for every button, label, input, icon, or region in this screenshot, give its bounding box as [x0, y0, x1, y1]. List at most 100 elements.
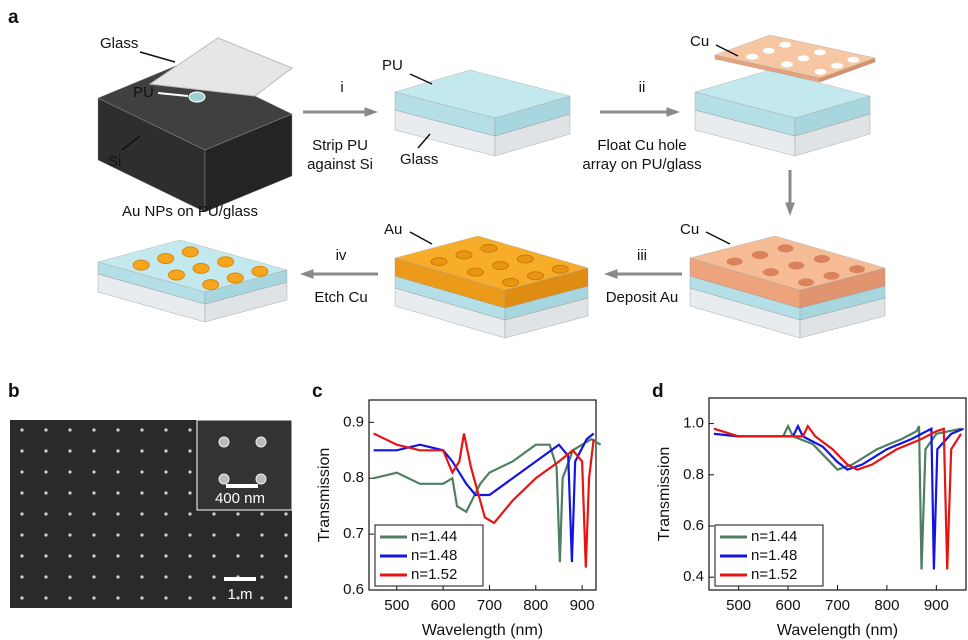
- y-axis-label: Transmission: [656, 447, 673, 542]
- dot: [831, 63, 843, 69]
- label: Glass: [400, 151, 438, 168]
- sem-dot: [188, 512, 191, 515]
- sem-dot: [44, 428, 47, 431]
- sem-dot: [140, 428, 143, 431]
- label: Cu: [680, 221, 699, 238]
- sem-dot: [140, 554, 143, 557]
- sem-dot: [116, 470, 119, 473]
- step-text: Float Cu hole: [597, 137, 686, 154]
- dot: [552, 265, 568, 273]
- dot: [158, 254, 174, 264]
- scale-bar: [226, 484, 258, 488]
- sem-dot: [20, 491, 23, 494]
- x-tick-label: 500: [384, 597, 409, 614]
- y-tick-label: 0.7: [343, 525, 364, 542]
- x-tick-label: 800: [874, 597, 899, 614]
- sem-dot: [212, 575, 215, 578]
- sem-dot: [284, 596, 287, 599]
- sem-dot: [116, 575, 119, 578]
- sem-dot: [164, 491, 167, 494]
- sem-dot: [68, 428, 71, 431]
- inset-dot: [256, 474, 266, 484]
- sem-dot: [20, 575, 23, 578]
- legend-label: n=1.44: [751, 528, 797, 545]
- y-axis-label: Transmission: [316, 448, 333, 543]
- x-tick-label: 600: [431, 597, 456, 614]
- label: Si: [108, 153, 121, 170]
- sem-dot: [260, 512, 263, 515]
- sem-dot: [116, 449, 119, 452]
- sem-dot: [44, 533, 47, 536]
- dot: [252, 266, 268, 276]
- y-tick-label: 0.8: [683, 466, 704, 483]
- sem-dot: [260, 533, 263, 536]
- y-tick-label: 0.6: [683, 517, 704, 534]
- arrow-head: [300, 269, 314, 279]
- sem-dot: [140, 575, 143, 578]
- dot: [763, 268, 779, 276]
- dot: [503, 278, 519, 286]
- step-label: i: [340, 79, 343, 96]
- label: PU: [382, 57, 403, 74]
- sem-image: 400 nm1 m: [10, 420, 292, 608]
- sem-dot: [116, 596, 119, 599]
- sem-dot: [284, 554, 287, 557]
- y-tick-label: 1.0: [683, 415, 704, 432]
- sem-dot: [92, 554, 95, 557]
- x-tick-label: 600: [776, 597, 801, 614]
- dot: [182, 247, 198, 257]
- dot: [848, 57, 860, 63]
- label: Glass: [100, 35, 138, 52]
- sem-dot: [188, 491, 191, 494]
- layer-top: [715, 35, 875, 78]
- sem-dot: [164, 596, 167, 599]
- sem-dot: [92, 512, 95, 515]
- pu-drop: [189, 92, 205, 102]
- dot: [779, 42, 791, 48]
- sem-dot: [260, 596, 263, 599]
- sem-dot: [20, 596, 23, 599]
- label: PU: [133, 84, 154, 101]
- sem-dot: [188, 428, 191, 431]
- sem-dot: [260, 554, 263, 557]
- x-axis-label: Wavelength (nm): [777, 622, 898, 639]
- sem-dot: [188, 470, 191, 473]
- sem-dot: [68, 554, 71, 557]
- sem-dot: [284, 512, 287, 515]
- sem-dot: [188, 533, 191, 536]
- panel-label: d: [652, 381, 664, 402]
- sem-dot: [44, 596, 47, 599]
- sem-dot: [68, 470, 71, 473]
- x-tick-label: 700: [477, 597, 502, 614]
- step-label: iii: [637, 247, 647, 264]
- sem-dot: [44, 575, 47, 578]
- label: Au NPs on PU/glass: [122, 203, 258, 220]
- sem-dot: [140, 596, 143, 599]
- sem-dot: [164, 512, 167, 515]
- sem-dot: [20, 470, 23, 473]
- dot: [227, 273, 243, 283]
- sem-dot: [140, 491, 143, 494]
- sem-dot: [92, 596, 95, 599]
- y-tick-label: 0.9: [343, 413, 364, 430]
- sem-dot: [92, 449, 95, 452]
- pointer: [706, 232, 730, 244]
- dot: [133, 260, 149, 270]
- inset-dot: [256, 437, 266, 447]
- sem-dot: [212, 554, 215, 557]
- dot: [778, 244, 794, 252]
- sem-dot: [68, 533, 71, 536]
- sem-dot: [92, 470, 95, 473]
- step-label: iv: [336, 247, 347, 264]
- dot: [788, 262, 804, 270]
- x-tick-label: 900: [924, 597, 949, 614]
- sem-dot: [44, 491, 47, 494]
- y-tick-label: 0.8: [343, 469, 364, 486]
- legend-label: n=1.52: [751, 566, 797, 583]
- legend-label: n=1.48: [411, 547, 457, 564]
- arrow-head: [785, 202, 795, 216]
- dot: [824, 272, 840, 280]
- sem-dot: [212, 512, 215, 515]
- sem-dot: [236, 512, 239, 515]
- sem-dot: [92, 428, 95, 431]
